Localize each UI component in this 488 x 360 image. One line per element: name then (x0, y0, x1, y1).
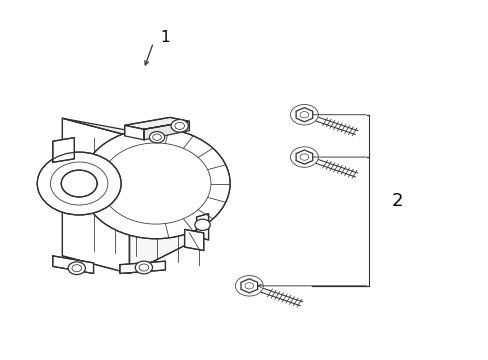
Polygon shape (144, 121, 189, 140)
Circle shape (171, 120, 188, 132)
Ellipse shape (81, 128, 230, 239)
Text: 1: 1 (160, 30, 170, 45)
Polygon shape (120, 261, 165, 274)
Polygon shape (129, 136, 206, 274)
Circle shape (244, 283, 253, 289)
Circle shape (68, 262, 85, 275)
Text: 2: 2 (391, 192, 403, 210)
Ellipse shape (61, 170, 97, 197)
Circle shape (149, 131, 164, 143)
Ellipse shape (37, 152, 121, 215)
Polygon shape (241, 279, 257, 293)
Polygon shape (53, 138, 74, 162)
Polygon shape (124, 117, 189, 129)
Polygon shape (296, 108, 312, 122)
Circle shape (195, 219, 210, 230)
Polygon shape (62, 118, 129, 274)
Polygon shape (124, 125, 144, 140)
Circle shape (300, 154, 308, 160)
Polygon shape (196, 213, 208, 240)
Polygon shape (53, 256, 93, 274)
Polygon shape (62, 118, 206, 150)
Circle shape (300, 112, 308, 118)
Polygon shape (296, 150, 312, 164)
Polygon shape (184, 229, 203, 251)
Circle shape (135, 261, 152, 274)
